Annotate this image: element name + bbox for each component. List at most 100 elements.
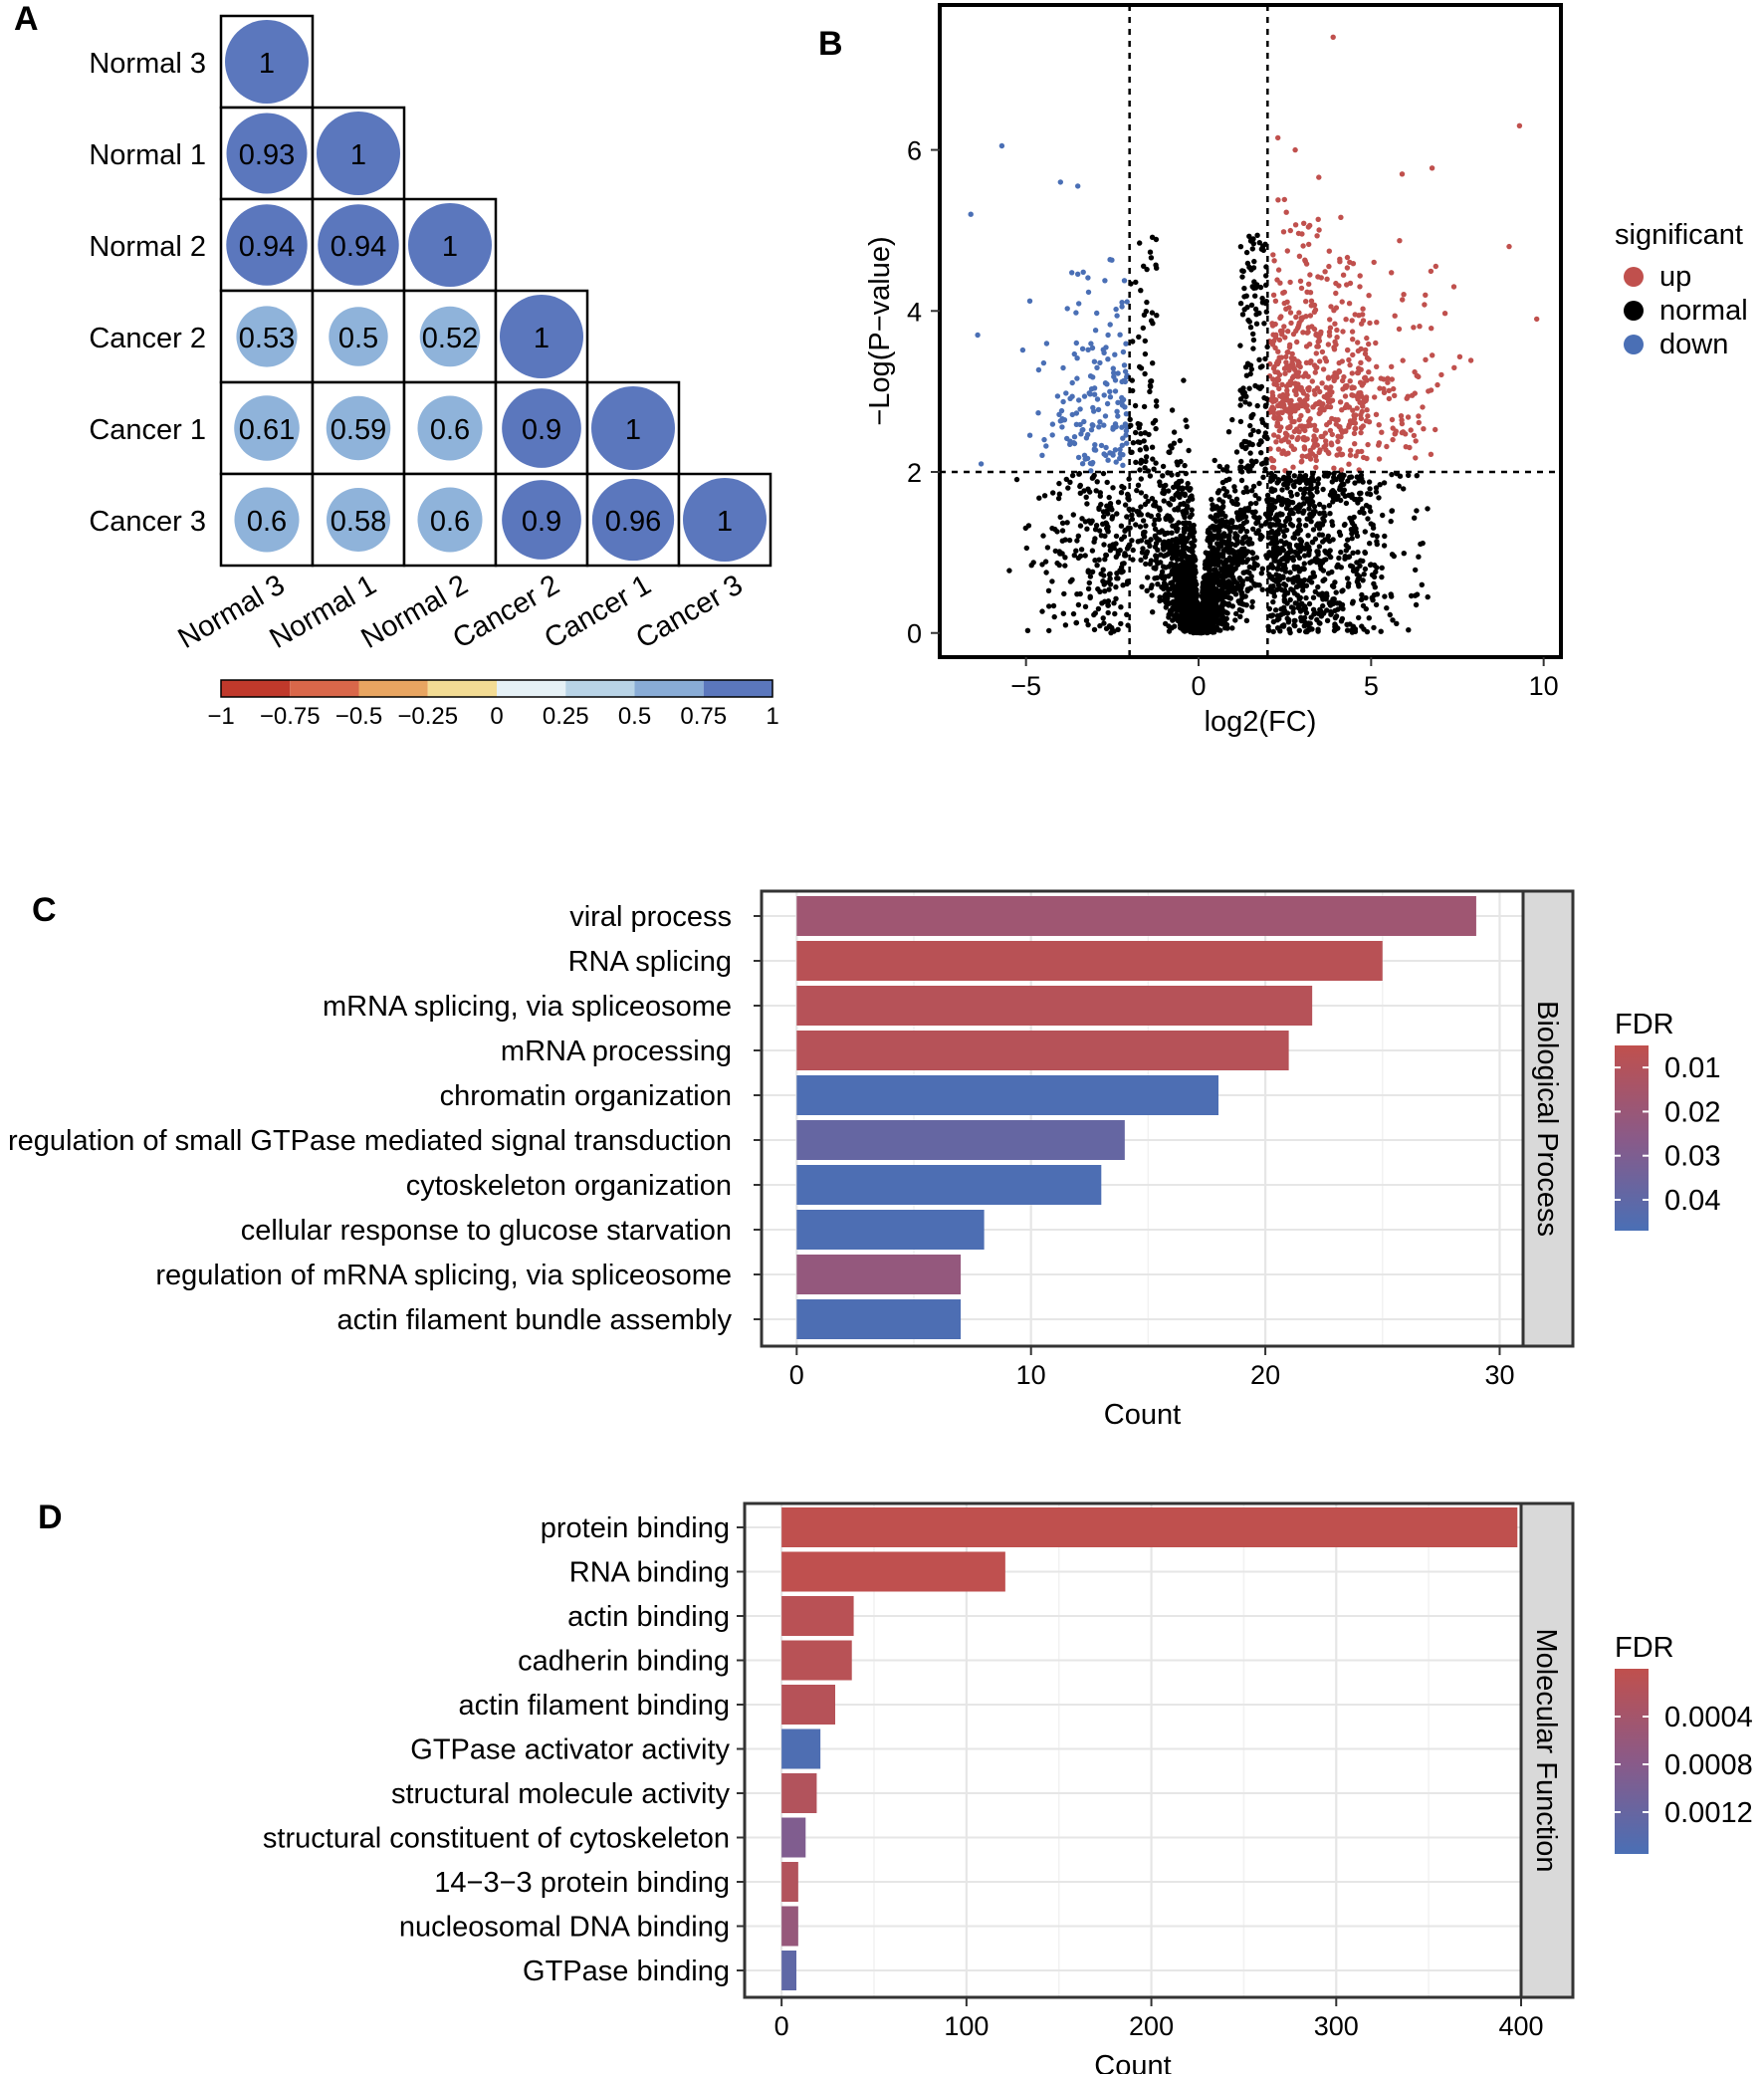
volcano-point-normal <box>1316 532 1323 538</box>
volcano-point-normal <box>1258 571 1265 576</box>
volcano-point-normal <box>1050 602 1057 609</box>
volcano-point-up <box>1277 315 1283 322</box>
volcano-point-normal <box>1152 499 1159 505</box>
volcano-point-normal <box>1069 576 1075 582</box>
volcano-point-up <box>1317 406 1323 412</box>
volcano-point-normal <box>1259 534 1265 540</box>
bar <box>796 941 1383 981</box>
volcano-point-normal <box>1247 585 1254 591</box>
volcano-point-normal <box>1149 582 1155 588</box>
row-label: Cancer 2 <box>89 323 206 354</box>
volcano-point-up <box>1298 459 1305 465</box>
volcano-point-down <box>1117 446 1123 453</box>
volcano-point-normal <box>1051 613 1057 620</box>
corr-value-label: 0.6 <box>247 506 287 538</box>
volcano-point-normal <box>1211 624 1216 630</box>
volcano-point-up <box>1386 387 1393 393</box>
volcano-point-normal <box>1247 432 1254 438</box>
volcano-point-normal <box>1373 489 1380 495</box>
x-tick-label: 200 <box>1129 2011 1174 2041</box>
volcano-point-up <box>1326 263 1332 270</box>
volcano-point-normal <box>1063 476 1070 483</box>
volcano-point-normal <box>1324 607 1330 613</box>
volcano-point-normal <box>1349 564 1356 570</box>
volcano-point-up <box>1325 449 1332 456</box>
x-axis-title: Count <box>1094 2050 1171 2074</box>
volcano-point-normal <box>1354 474 1360 480</box>
volcano-point-up <box>1326 419 1333 425</box>
volcano-point-normal <box>1064 520 1070 526</box>
volcano-point-normal <box>1085 569 1091 576</box>
volcano-point-up <box>1386 395 1393 402</box>
volcano-point-up <box>1287 414 1294 420</box>
volcano-point-normal <box>1354 567 1360 573</box>
volcano-point-normal <box>1413 601 1420 608</box>
volcano-point-down <box>1121 362 1128 368</box>
volcano-point-normal <box>1211 574 1217 579</box>
volcano-point-normal <box>1374 565 1380 571</box>
volcano-point-up <box>1281 289 1288 296</box>
volcano-point-normal <box>1078 547 1085 553</box>
volcano-point-normal <box>1414 591 1421 597</box>
volcano-point-normal <box>1100 470 1107 477</box>
volcano-point-normal <box>1252 293 1258 299</box>
volcano-point-normal <box>1253 321 1260 327</box>
volcano-point-down <box>1076 397 1082 403</box>
volcano-point-normal <box>1250 427 1256 433</box>
volcano-point-up <box>1356 365 1362 371</box>
volcano-point-normal <box>1320 596 1326 602</box>
volcano-point-down <box>1119 424 1125 430</box>
volcano-point-normal <box>1302 605 1309 611</box>
volcano-point-normal <box>1141 312 1148 318</box>
volcano-point-normal <box>1237 599 1243 605</box>
volcano-point-normal <box>1180 485 1186 491</box>
volcano-point-normal <box>1046 603 1052 609</box>
volcano-point-up <box>1316 227 1322 233</box>
colorbar-tick-label: 0.03 <box>1664 1141 1720 1173</box>
volcano-point-normal <box>1121 485 1127 491</box>
volcano-point-normal <box>1079 516 1085 522</box>
volcano-point-normal <box>1344 621 1350 627</box>
volcano-point-up <box>1272 298 1279 304</box>
volcano-point-down <box>1111 373 1117 379</box>
volcano-point-up <box>1346 356 1352 363</box>
volcano-point-up <box>1399 429 1406 436</box>
volcano-point-normal <box>1152 526 1159 532</box>
volcano-point-normal <box>1243 485 1249 491</box>
volcano-point-normal <box>1184 574 1190 579</box>
volcano-point-normal <box>1242 534 1248 541</box>
volcano-point-normal <box>1137 467 1143 473</box>
volcano-point-normal <box>1150 420 1157 426</box>
volcano-point-normal <box>1368 508 1374 515</box>
volcano-point-normal <box>1107 543 1113 549</box>
volcano-point-normal <box>1144 539 1150 545</box>
volcano-point-normal <box>1312 536 1319 542</box>
volcano-point-normal <box>1362 529 1369 535</box>
volcano-point-normal <box>1360 577 1366 583</box>
x-tick-label: 100 <box>944 2011 989 2041</box>
volcano-point-up <box>1366 369 1372 375</box>
volcano-point-normal <box>1205 558 1211 564</box>
volcano-point-normal <box>1293 505 1299 511</box>
volcano-point-normal <box>1030 560 1036 566</box>
volcano-point-normal <box>1107 548 1114 554</box>
volcano-point-up <box>1327 392 1333 398</box>
volcano-point-normal <box>1239 268 1245 274</box>
volcano-point-normal <box>1187 568 1193 575</box>
volcano-point-up <box>1296 253 1303 259</box>
x-tick-label: 300 <box>1314 2011 1359 2041</box>
volcano-point-normal <box>1343 500 1350 507</box>
volcano-point-normal <box>1296 522 1303 528</box>
volcano-point-normal <box>1365 516 1371 522</box>
volcano-point-up <box>1334 452 1340 458</box>
category-label: actin filament bundle assembly <box>336 1304 732 1336</box>
volcano-point-up <box>1273 439 1279 445</box>
volcano-point-up <box>1377 385 1383 391</box>
volcano-point-normal <box>1338 549 1344 556</box>
volcano-point-normal <box>1256 480 1262 487</box>
volcano-point-up <box>1430 352 1435 358</box>
volcano-point-normal <box>1253 500 1259 507</box>
volcano-point-normal <box>1153 398 1160 404</box>
volcano-point-up <box>1417 324 1423 330</box>
volcano-point-up <box>1384 443 1390 450</box>
